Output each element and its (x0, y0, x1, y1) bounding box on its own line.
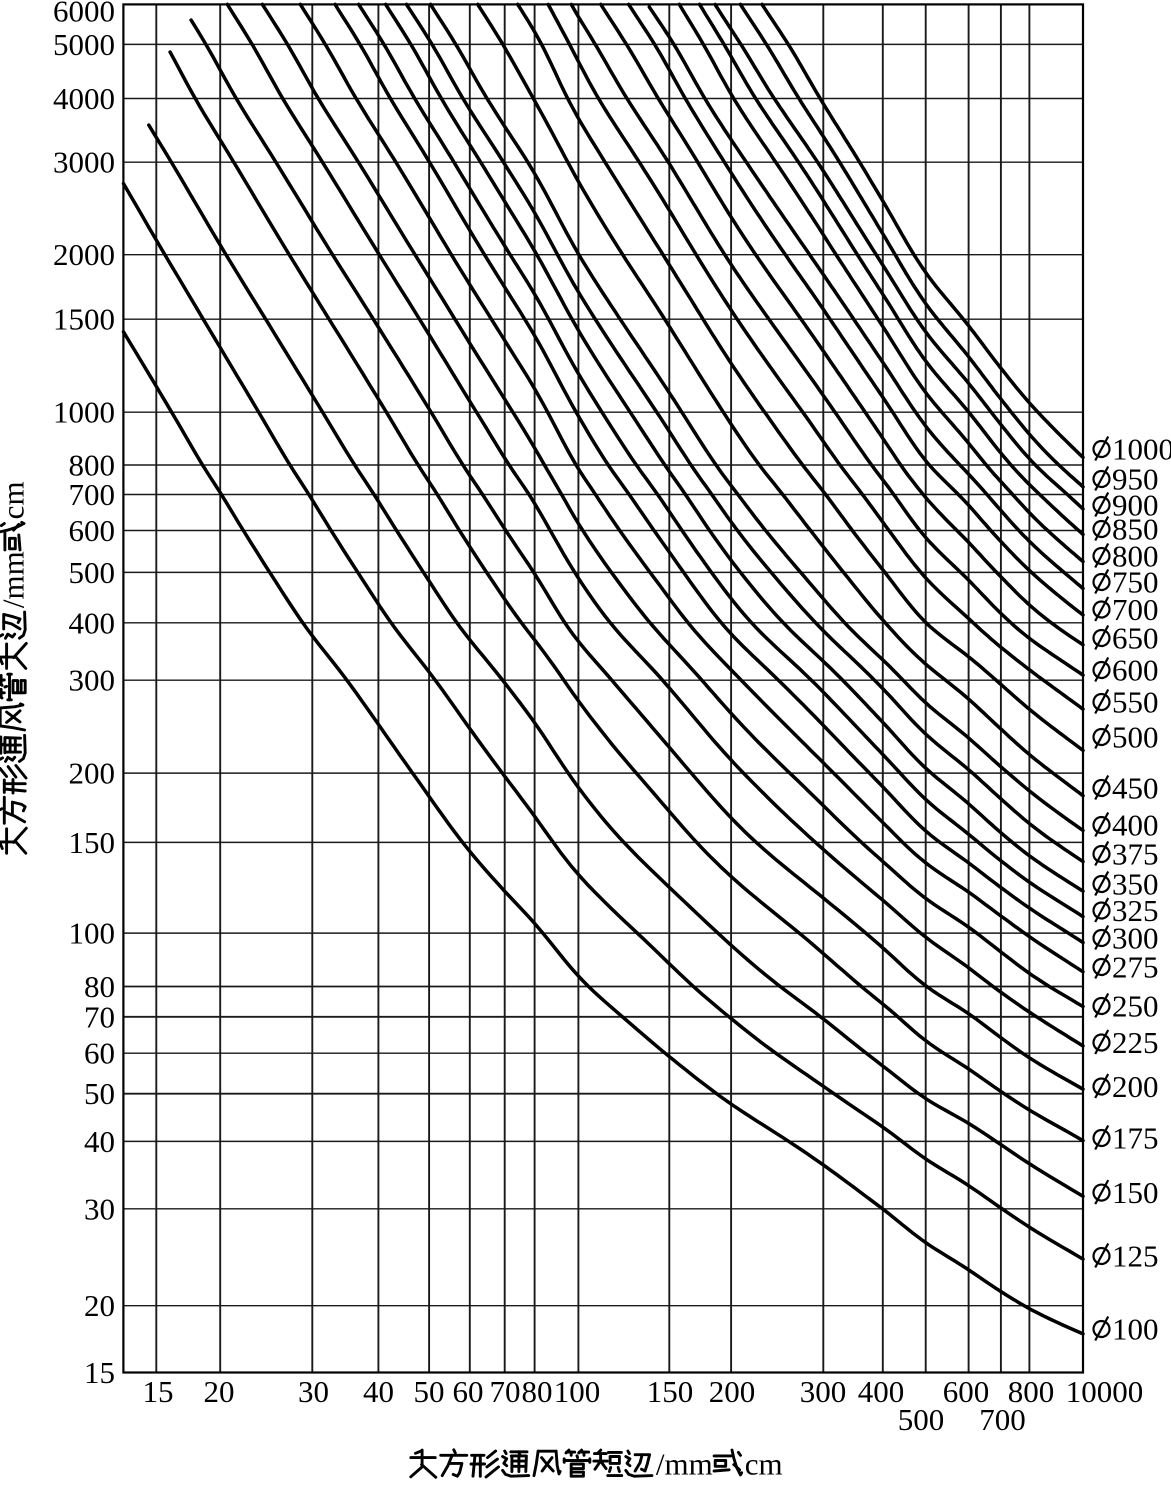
svg-text:700: 700 (69, 477, 116, 512)
svg-text:600: 600 (69, 513, 116, 548)
svg-text:70: 70 (490, 1374, 521, 1409)
svg-text:700: 700 (979, 1402, 1026, 1437)
svg-text:400: 400 (858, 1374, 905, 1409)
svg-text:750: 750 (1112, 565, 1159, 600)
svg-text:100: 100 (1112, 1312, 1159, 1347)
svg-text:20: 20 (84, 1288, 115, 1323)
svg-text:900: 900 (1112, 488, 1159, 523)
svg-text:200: 200 (709, 1374, 756, 1409)
svg-text:325: 325 (1112, 893, 1159, 928)
svg-text:850: 850 (1112, 512, 1159, 547)
svg-text:40: 40 (84, 1124, 115, 1159)
svg-text:60: 60 (453, 1374, 484, 1409)
svg-text:/mm: /mm (656, 1447, 713, 1482)
svg-text:80: 80 (84, 969, 115, 1004)
svg-text:40: 40 (363, 1374, 394, 1409)
svg-text:500: 500 (69, 555, 116, 590)
svg-text:700: 700 (1112, 592, 1159, 627)
svg-text:300: 300 (1112, 921, 1159, 956)
svg-text:500: 500 (898, 1402, 945, 1437)
svg-text:500: 500 (1112, 720, 1159, 755)
svg-text:225: 225 (1112, 1025, 1159, 1060)
svg-text:cm: cm (0, 481, 31, 519)
svg-text:1000: 1000 (53, 395, 115, 430)
svg-text:275: 275 (1112, 950, 1159, 985)
svg-text:400: 400 (69, 605, 116, 640)
svg-text:2000: 2000 (53, 237, 115, 272)
svg-text:6000: 6000 (53, 0, 115, 29)
svg-text:20: 20 (204, 1374, 235, 1409)
svg-text:30: 30 (298, 1374, 329, 1409)
svg-text:10000: 10000 (1066, 1374, 1144, 1409)
svg-text:/mm: /mm (0, 551, 31, 608)
svg-text:15: 15 (84, 1355, 115, 1390)
svg-text:5000: 5000 (53, 27, 115, 62)
svg-text:30: 30 (84, 1191, 115, 1226)
svg-text:650: 650 (1112, 621, 1159, 656)
svg-text:150: 150 (647, 1374, 694, 1409)
svg-text:200: 200 (1112, 1069, 1159, 1104)
svg-text:cm: cm (745, 1447, 783, 1482)
svg-text:800: 800 (1112, 539, 1159, 574)
svg-text:70: 70 (84, 999, 115, 1034)
svg-text:150: 150 (69, 825, 116, 860)
svg-text:50: 50 (84, 1076, 115, 1111)
svg-text:1000: 1000 (1112, 432, 1171, 467)
svg-text:1500: 1500 (53, 302, 115, 337)
svg-text:400: 400 (1112, 808, 1159, 843)
svg-text:250: 250 (1112, 989, 1159, 1024)
svg-text:3000: 3000 (53, 145, 115, 180)
svg-text:175: 175 (1112, 1121, 1159, 1156)
svg-text:800: 800 (1008, 1374, 1055, 1409)
svg-text:200: 200 (69, 756, 116, 791)
svg-text:150: 150 (1112, 1175, 1159, 1210)
svg-text:100: 100 (554, 1374, 601, 1409)
svg-text:4000: 4000 (53, 81, 115, 116)
svg-text:600: 600 (1112, 653, 1159, 688)
svg-text:125: 125 (1112, 1239, 1159, 1274)
svg-text:550: 550 (1112, 685, 1159, 720)
svg-text:80: 80 (522, 1374, 553, 1409)
svg-text:50: 50 (414, 1374, 445, 1409)
svg-text:350: 350 (1112, 867, 1159, 902)
svg-text:300: 300 (69, 663, 116, 698)
svg-text:450: 450 (1112, 771, 1159, 806)
svg-text:375: 375 (1112, 837, 1159, 872)
svg-text:100: 100 (69, 916, 116, 951)
svg-text:15: 15 (143, 1374, 174, 1409)
svg-text:600: 600 (943, 1374, 990, 1409)
svg-text:60: 60 (84, 1036, 115, 1071)
svg-text:800: 800 (69, 448, 116, 483)
svg-text:950: 950 (1112, 462, 1159, 497)
svg-text:300: 300 (800, 1374, 847, 1409)
